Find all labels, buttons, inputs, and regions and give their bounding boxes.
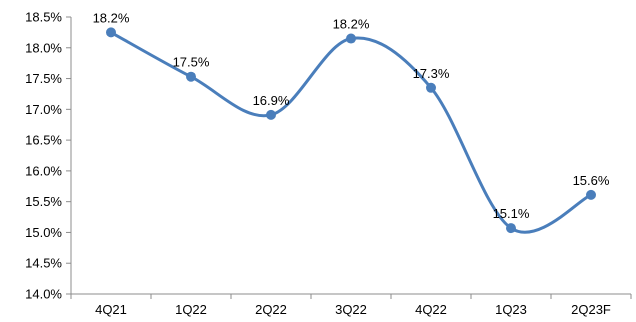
y-tick-label: 17.0% (25, 102, 62, 117)
y-tick-label: 18.0% (25, 40, 62, 55)
x-tick-label: 3Q22 (335, 302, 367, 317)
data-label-2q23f: 15.6% (573, 173, 610, 188)
y-tick-label: 16.0% (25, 163, 62, 178)
data-point-3q22 (346, 33, 356, 44)
data-label-4q22: 17.3% (413, 66, 450, 81)
data-point-4q21 (106, 27, 116, 38)
data-point-1q22 (186, 71, 196, 82)
y-tick-label: 17.5% (25, 71, 62, 86)
data-label-1q23: 15.1% (493, 206, 530, 221)
data-point-1q23 (506, 223, 516, 234)
data-label-3q22: 18.2% (333, 17, 370, 32)
x-tick-label: 2Q23F (571, 302, 611, 317)
data-labels: 18.2% 17.5% 16.9% 18.2% 17.3% 15.1% 15.6% (93, 10, 610, 221)
data-point-4q22 (426, 82, 436, 93)
x-tick-label: 1Q23 (495, 302, 527, 317)
y-tick-label: 15.5% (25, 194, 62, 209)
x-axis: 4Q21 1Q22 2Q22 3Q22 4Q22 1Q23 2Q23F (70, 293, 632, 317)
data-label-2q22: 16.9% (253, 93, 290, 108)
data-point-2q23f (586, 189, 596, 200)
x-tick-label: 1Q22 (175, 302, 207, 317)
x-tick-label: 4Q21 (95, 302, 127, 317)
data-point-2q22 (266, 109, 276, 120)
series-revenue-line (106, 27, 596, 234)
y-tick-label: 18.5% (25, 10, 62, 25)
y-tick-label: 14.5% (25, 256, 62, 271)
data-label-1q22: 17.5% (173, 55, 210, 70)
y-tick-label: 14.0% (25, 287, 62, 302)
data-label-4q21: 18.2% (93, 10, 130, 25)
y-tick-label: 16.5% (25, 133, 62, 148)
y-axis: 14.0% 14.5% 15.0% 15.5% 16.0% 16.5% 17.0% 17.5%… (25, 10, 72, 302)
x-tick-label: 4Q22 (415, 302, 447, 317)
y-tick-label: 15.0% (25, 225, 62, 240)
x-tick-label: 2Q22 (255, 302, 287, 317)
